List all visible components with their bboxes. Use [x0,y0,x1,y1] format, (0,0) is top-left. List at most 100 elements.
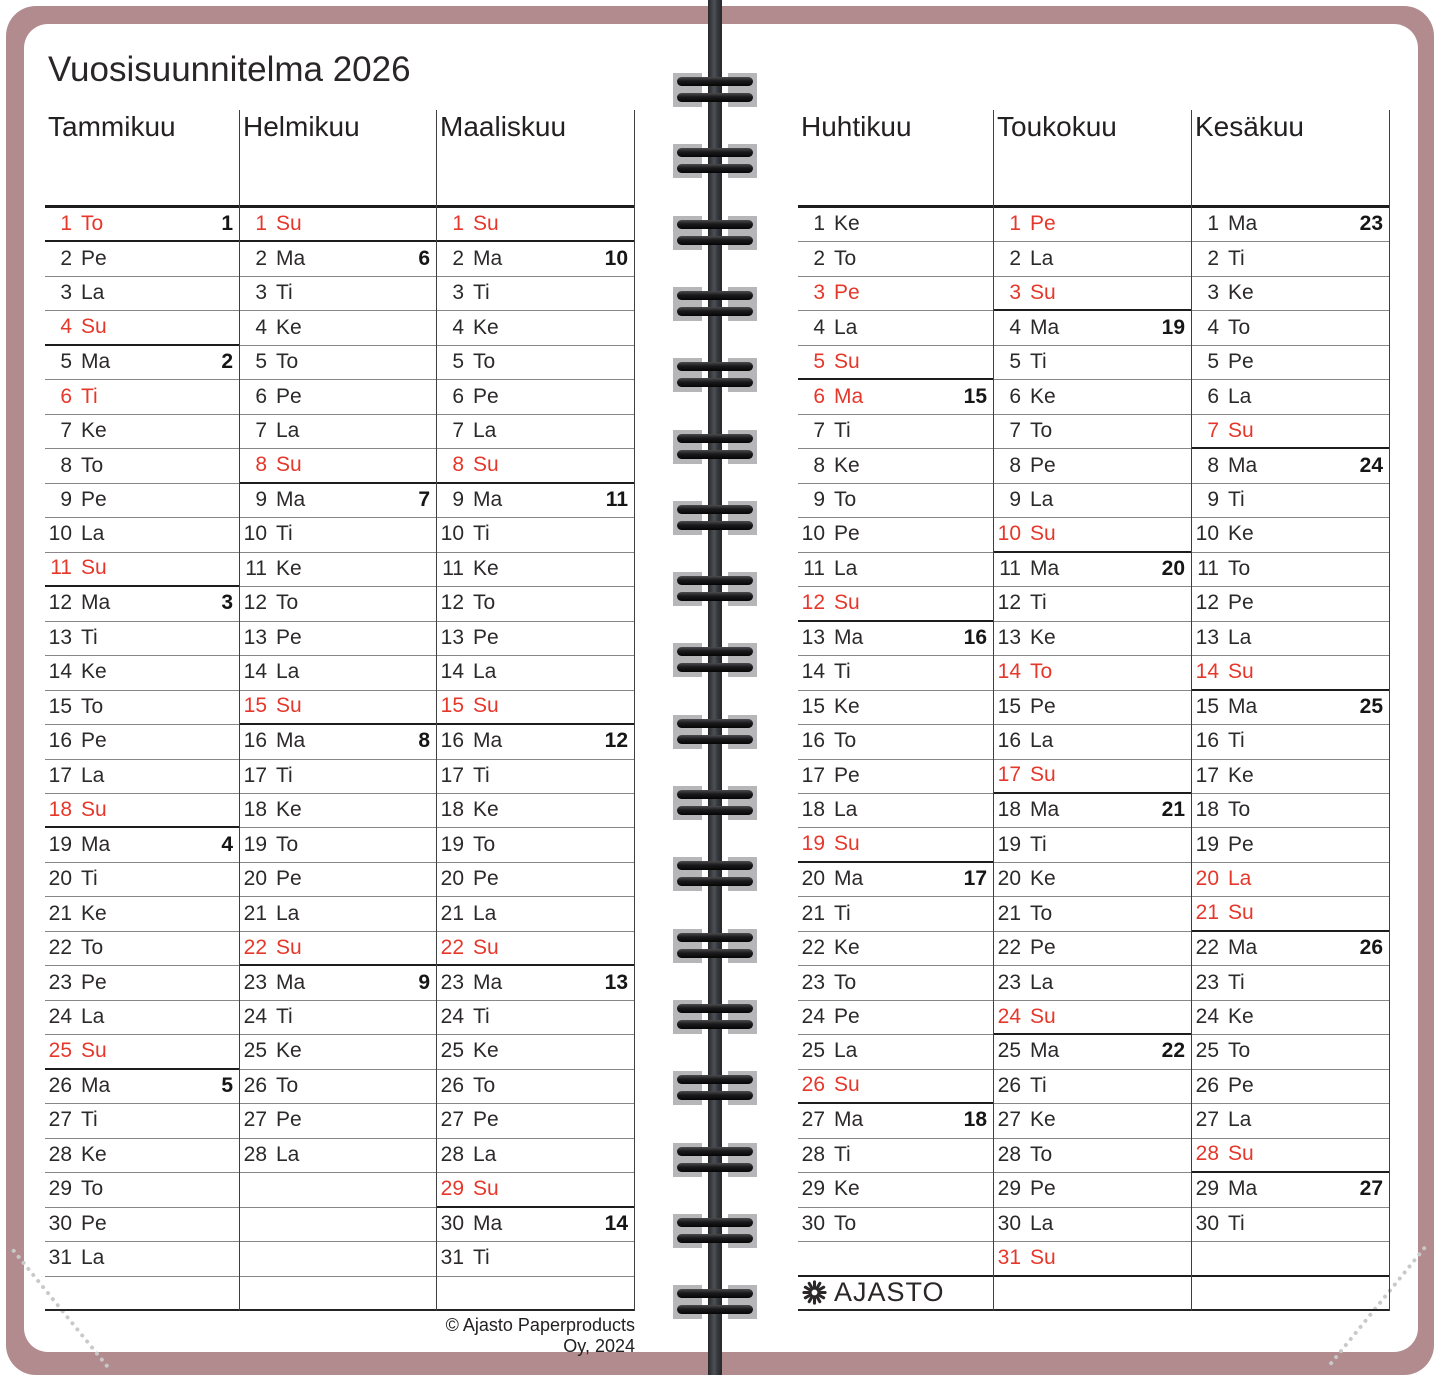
day-row-tammikuu-20: 20 Ti [45,863,239,898]
ajasto-sun-icon [802,1280,827,1305]
weekday-abbr: Pe [1228,1073,1254,1097]
weekday-abbr: Ma [81,591,111,615]
day-number: 8 [813,453,825,477]
weekday-abbr: Ke [473,1039,499,1063]
week-number: 6 [418,246,430,270]
day-number: 18 [997,798,1021,822]
week-number: 4 [221,832,233,856]
day-number: 6 [1009,384,1021,408]
day-row-huhtikuu-10: 10 Pe [798,518,993,553]
day-row-tammikuu-30: 30 Pe [45,1208,239,1243]
day-number: 26 [48,1073,72,1097]
weekday-abbr: Ke [276,1039,302,1063]
binding-wire-top [677,576,753,586]
day-row-kesäkuu-5: 5 Pe [1192,346,1389,381]
binding-wire-top [677,1217,753,1227]
day-row-tammikuu-14: 14 Ke [45,656,239,691]
day-row-helmikuu-24: 24 Ti [240,1001,436,1036]
month-name: Toukokuu [997,111,1117,142]
weekday-abbr: La [473,1142,497,1166]
weekday-abbr: Pe [81,1211,107,1235]
weekday-abbr: Ma [473,729,503,753]
weekday-abbr: Ma [1030,556,1060,580]
day-row-tammikuu-31: 31 La [45,1242,239,1277]
weekday-abbr: Ke [834,694,860,718]
weekday-abbr: Pe [1228,591,1254,615]
day-row-kesäkuu-21: 21 Su [1192,897,1389,932]
day-row-maaliskuu-23: 23 Ma 13 [437,966,634,1001]
day-number: 26 [243,1073,267,1097]
weekday-abbr: Pe [1030,453,1056,477]
day-row-maaliskuu-17: 17 Ti [437,760,634,794]
day-row-huhtikuu-5: 5 Su [798,346,993,381]
day-row-maaliskuu-16: 16 Ma 12 [437,725,634,760]
day-row-toukokuu-16: 16 La [994,725,1191,760]
week-number: 7 [418,487,430,511]
day-number: 14 [1195,659,1219,683]
weekday-abbr: To [1228,556,1251,580]
weekday-abbr: Su [276,694,302,718]
day-number: 29 [1195,1177,1219,1201]
spiral-binding-loop [673,857,757,892]
weekday-abbr: To [276,350,299,374]
binding-wire-bottom [677,592,753,602]
weekday-abbr: Ke [834,212,860,236]
month-column-kesäkuu: Kesäkuu 1 Ma 23 2 Ti 3 Ke 4 To 5 Pe 6 La 7 Su 8 Ma 24 9 Ti 10… [1192,110,1390,1311]
day-number: 18 [48,797,72,821]
day-row-maaliskuu-13: 13 Pe [437,622,634,657]
day-row-huhtikuu-6: 6 Ma 15 [798,380,993,415]
week-number: 16 [963,625,987,649]
weekday-abbr: Su [1030,1004,1056,1028]
day-row-tammikuu-10: 10 La [45,518,239,553]
day-row-maaliskuu-19: 19 To [437,828,634,863]
day-row-maaliskuu-14: 14 La [437,656,634,691]
day-row-maaliskuu-31: 31 Ti [437,1242,634,1277]
weekday-abbr: To [473,1073,496,1097]
day-row-helmikuu-14: 14 La [240,656,436,691]
day-row-helmikuu-10: 10 Ti [240,518,436,553]
weekday-abbr: Ma [834,1108,864,1132]
empty-row [1192,1242,1389,1277]
day-row-kesäkuu-12: 12 Pe [1192,587,1389,622]
day-number: 17 [243,763,267,787]
weekday-abbr: La [473,901,497,925]
week-number: 25 [1359,694,1383,718]
day-number: 15 [801,694,825,718]
day-row-tammikuu-13: 13 Ti [45,622,239,657]
binding-wire-bottom [677,734,753,744]
day-row-huhtikuu-16: 16 To [798,725,993,760]
day-row-kesäkuu-30: 30 Ti [1192,1208,1389,1243]
day-row-huhtikuu-21: 21 Ti [798,897,993,932]
day-number: 28 [1195,1142,1219,1166]
day-row-helmikuu-25: 25 Ke [240,1035,436,1070]
weekday-abbr: Ma [1228,694,1258,718]
day-number: 22 [801,936,825,960]
day-number: 20 [997,867,1021,891]
day-row-huhtikuu-24: 24 Pe [798,1001,993,1036]
day-number: 19 [801,832,825,856]
day-row-helmikuu-12: 12 To [240,587,436,622]
weekday-abbr: Pe [473,384,499,408]
weekday-abbr: Ti [1228,1211,1245,1235]
weekday-abbr: Ti [1030,1073,1047,1097]
weekday-abbr: Pe [81,246,107,270]
weekday-abbr: Pe [834,522,860,546]
page-right [707,24,1418,1352]
binding-wire-top [677,861,753,871]
weekday-abbr: Ti [1228,246,1245,270]
day-number: 19 [243,832,267,856]
day-number: 27 [1195,1108,1219,1132]
day-row-maaliskuu-30: 30 Ma 14 [437,1208,634,1243]
day-number: 6 [813,384,825,408]
day-number: 9 [452,487,464,511]
day-row-tammikuu-11: 11 Su [45,553,239,588]
weekday-abbr: Su [834,349,860,373]
weekday-abbr: La [81,281,105,305]
day-number: 27 [997,1108,1021,1132]
weekday-abbr: Ke [473,315,499,339]
weekday-abbr: Ti [473,763,490,787]
day-number: 3 [1207,281,1219,305]
weekday-abbr: Ke [1030,1108,1056,1132]
weekday-abbr: Ke [81,901,107,925]
weekday-abbr: La [1030,970,1054,994]
